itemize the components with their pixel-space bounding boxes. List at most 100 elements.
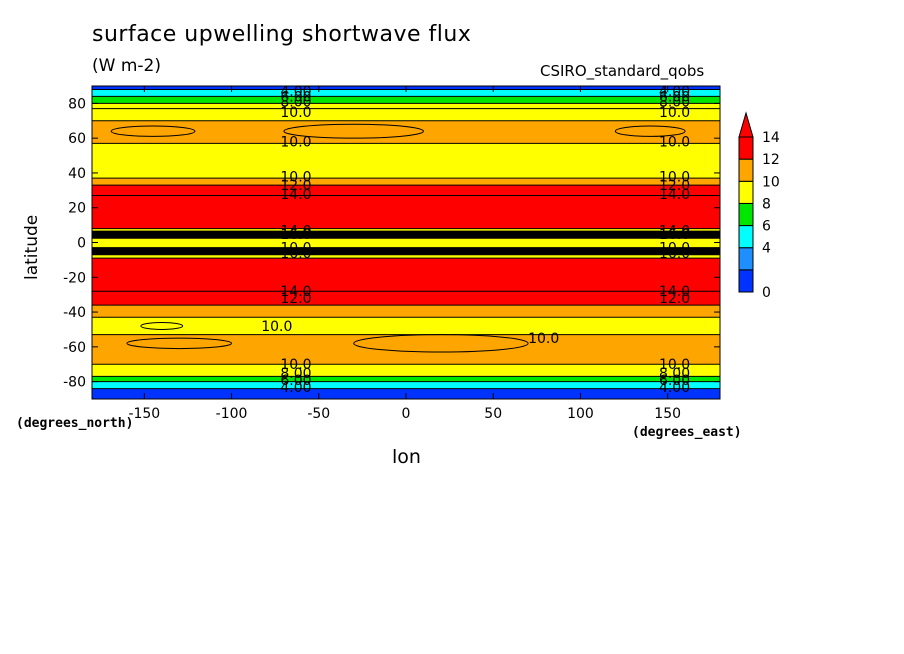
contour-label: 14.0: [280, 223, 311, 239]
heatmap-band: [92, 89, 720, 97]
contour-label: 12.0: [659, 178, 690, 194]
colorbar: 0 4 6 8 10 12 14: [738, 111, 780, 301]
contour-label: 10.0: [280, 105, 311, 121]
contour-label: 14.0: [280, 187, 311, 203]
contour-label: 16.0: [280, 246, 311, 262]
y-axis-unit: (degrees_north): [16, 416, 134, 431]
contour-label: 14.0: [659, 187, 690, 203]
contour-label: 8.00: [280, 366, 311, 382]
contour-loop: [140, 321, 184, 330]
heatmap-band: [92, 317, 720, 335]
x-tick-label: 150: [654, 406, 681, 422]
heatmap-band: [92, 376, 720, 382]
contour-label: 4.00: [280, 380, 311, 396]
heatmap-band: [92, 305, 720, 318]
heatmap-band: [92, 291, 720, 306]
contour-label: 16.0: [659, 227, 690, 243]
contour-label: 4.00: [659, 84, 690, 100]
colorbar-tick-label: 14: [762, 130, 780, 146]
contour-label: 4.00: [659, 380, 690, 396]
contour-loop: [126, 337, 233, 350]
x-tick-label: 100: [567, 406, 594, 422]
contour-label: 10.0: [659, 105, 690, 121]
colorbar-swatch: [738, 136, 754, 160]
contour-label: 10.0: [659, 169, 690, 185]
y-tick-label: 60: [68, 131, 86, 147]
contour-labels: 4.006.008.0010.010.010.012.014.014.016.0…: [261, 84, 690, 396]
contour-label: 10.0: [280, 169, 311, 185]
contour-label: 16.0: [280, 227, 311, 243]
contour-label: 14.0: [659, 223, 690, 239]
y-tick-label: -60: [63, 340, 86, 356]
heatmap-band: [92, 195, 720, 229]
plot-area: [92, 86, 720, 399]
contour-label: 4.00: [280, 84, 311, 100]
colorbar-extend-arrow: [738, 111, 754, 138]
colorbar-tick-label: 6: [762, 219, 771, 235]
y-tick-label: 0: [77, 236, 86, 252]
y-tick-label: -80: [63, 375, 86, 391]
colorbar-swatch: [738, 180, 754, 204]
contour-loop: [283, 123, 424, 139]
contour-label: 12.0: [280, 178, 311, 194]
contour-lines: [92, 88, 720, 390]
heatmap-band: [92, 103, 720, 109]
contour-label: 10.0: [659, 357, 690, 373]
colorbar-tick-label: 0: [762, 285, 771, 301]
heatmap-band: [92, 96, 720, 104]
colorbar-tick-label: 4: [762, 241, 771, 257]
y-tick-label: 20: [68, 201, 86, 217]
x-tick-label: 0: [402, 406, 411, 422]
contour-label: 6.00: [280, 373, 311, 389]
heatmap-band: [92, 108, 720, 121]
colorbar-tick-label: 12: [762, 152, 780, 168]
chart-units: (W m-2): [92, 56, 161, 76]
y-tick-label: 80: [68, 96, 86, 112]
x-axis-label: lon: [392, 446, 421, 468]
contour-label: 10.0: [659, 241, 690, 257]
contour-label: 6.00: [659, 373, 690, 389]
heatmap-band: [92, 185, 720, 196]
y-tick-label: -20: [63, 270, 86, 286]
axes: -150 -100 -50 0 50 100 150 80 60 40 20 0 -20 -40 -60 -8…: [63, 85, 721, 422]
heatmap-band: [92, 334, 720, 365]
heatmap-band: [92, 258, 720, 292]
contour-loop: [353, 334, 529, 353]
x-tick-label: 50: [484, 406, 502, 422]
y-tick-label: -40: [63, 305, 86, 321]
contour-loop: [110, 125, 196, 137]
colorbar-swatch: [738, 225, 754, 249]
contour-label: 12.0: [280, 291, 311, 307]
x-tick-label: -50: [307, 406, 330, 422]
colorbar-swatch: [738, 158, 754, 182]
contour-loop: [614, 125, 686, 137]
y-tick-label: 40: [68, 166, 86, 182]
chart-title: surface upwelling shortwave flux: [92, 22, 472, 47]
heatmap-band: [92, 143, 720, 179]
x-axis-unit: (degrees_east): [632, 425, 742, 440]
heatmap-band: [92, 178, 720, 186]
contour-label: 14.0: [280, 284, 311, 300]
contour-label: 10.0: [280, 135, 311, 151]
heatmap-band: [92, 364, 720, 377]
colorbar-swatch: [738, 269, 754, 293]
x-tick-label: -100: [216, 406, 248, 422]
contour-label: 14.0: [659, 284, 690, 300]
colorbar-tick-label: 8: [762, 196, 771, 212]
heatmap-band: [92, 381, 720, 389]
colorbar-swatch: [738, 247, 754, 271]
contour-label: 10.0: [280, 357, 311, 373]
contour-label: 10.0: [528, 331, 559, 347]
colorbar-tick-label: 10: [762, 174, 780, 190]
heatmap-band: [92, 120, 720, 144]
dataset-label: CSIRO_standard_qobs: [540, 62, 705, 80]
contour-label: 16.0: [659, 246, 690, 262]
contour-label: 12.0: [659, 291, 690, 307]
contour-label: 10.0: [261, 319, 292, 335]
x-tick-label: -150: [128, 406, 160, 422]
contour-label: 8.00: [280, 95, 311, 111]
contour-label: 6.00: [659, 89, 690, 105]
contour-label: 6.00: [280, 89, 311, 105]
contour-label: 10.0: [280, 241, 311, 257]
